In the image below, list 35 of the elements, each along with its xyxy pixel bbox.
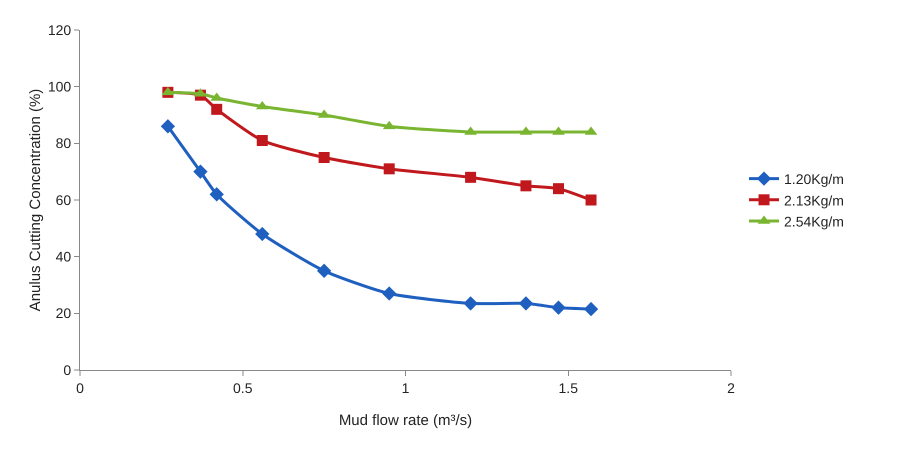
point xyxy=(551,300,566,315)
y-axis-title: Anulus Cutting Concentration (%) xyxy=(27,88,44,312)
legend-label: 2.54Kg/m xyxy=(784,213,844,230)
point xyxy=(463,296,478,311)
point xyxy=(316,264,332,278)
y-tick-label: 120 xyxy=(48,22,72,38)
y-tick-label: 0 xyxy=(63,362,72,378)
point xyxy=(255,226,270,242)
x-tick-label: 0.5 xyxy=(233,380,253,396)
point xyxy=(586,194,597,206)
y-tick-label: 40 xyxy=(56,248,72,265)
point xyxy=(318,152,330,163)
point xyxy=(160,119,176,134)
legend-label: 1.20Kg/m xyxy=(784,171,844,188)
point xyxy=(210,187,224,202)
point xyxy=(384,163,395,174)
x-tick-label: 2 xyxy=(727,380,736,396)
point xyxy=(465,172,476,183)
y-tick-label: 20 xyxy=(56,305,72,322)
legend-label: 2.13Kg/m xyxy=(784,192,844,208)
x-tick-label: 0 xyxy=(76,380,84,396)
point xyxy=(520,180,532,192)
point xyxy=(211,104,222,115)
point xyxy=(193,164,208,179)
point xyxy=(382,286,396,301)
y-tick-label: 80 xyxy=(56,135,72,152)
point xyxy=(518,296,534,311)
point xyxy=(552,183,564,194)
x-tick-label: 1.5 xyxy=(558,380,578,396)
y-tick-label: 60 xyxy=(56,192,72,208)
y-tick-label: 100 xyxy=(48,78,72,95)
x-tick-label: 1 xyxy=(402,380,410,396)
x-axis-title: Mud flow rate (m³/s) xyxy=(338,412,472,429)
point xyxy=(256,135,268,146)
point xyxy=(584,302,598,316)
